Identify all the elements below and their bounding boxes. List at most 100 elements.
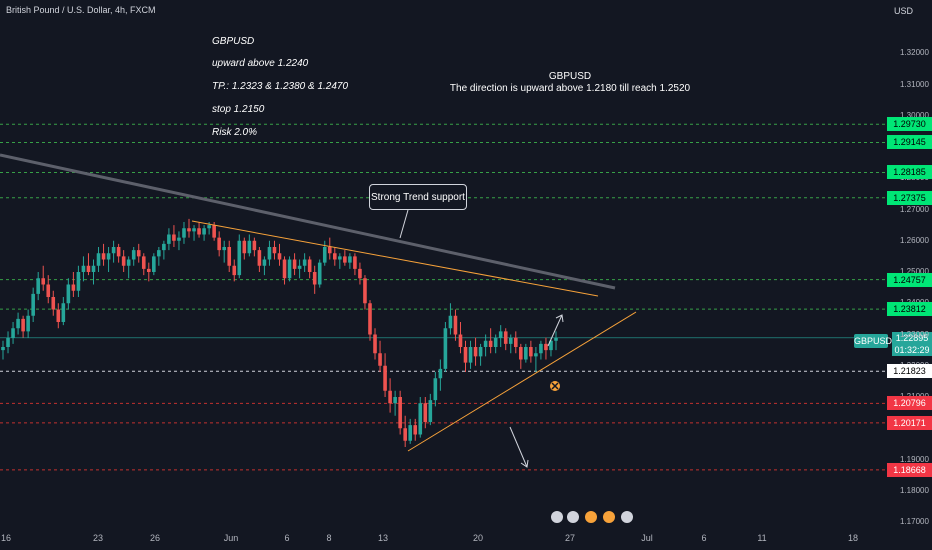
y-tick-label: 1.32000 <box>900 48 929 58</box>
price-level-lines <box>0 123 887 471</box>
candle <box>106 247 111 272</box>
flag-us-icon[interactable] <box>585 511 597 523</box>
close-marker-x <box>551 382 559 390</box>
major-trendline[interactable] <box>0 153 616 290</box>
x-tick-label: Jun <box>223 533 239 543</box>
candle <box>232 259 237 282</box>
price-level-label: 1.20171 <box>887 415 932 430</box>
candle <box>126 256 131 279</box>
y-tick-label: 1.23000 <box>900 329 929 339</box>
candle <box>368 300 372 341</box>
candle <box>529 340 533 363</box>
candle <box>423 397 428 429</box>
candle <box>182 222 186 244</box>
candle <box>498 325 503 347</box>
candle <box>116 243 121 263</box>
candle <box>443 322 448 372</box>
candle <box>217 231 221 257</box>
note-line: stop 1.2150 <box>212 104 265 115</box>
candle <box>448 303 453 335</box>
x-tick-label: 16 <box>0 533 12 543</box>
candle <box>348 253 352 269</box>
candle <box>267 240 272 266</box>
x-tick-label: 6 <box>701 533 707 543</box>
x-tick-label: 6 <box>284 533 290 543</box>
candle <box>428 393 433 426</box>
price-level-label: 1.21823 <box>887 364 932 379</box>
candle <box>373 328 377 360</box>
candle <box>398 390 402 435</box>
candle <box>121 250 126 272</box>
x-tick-label: 8 <box>326 533 332 543</box>
candle <box>237 234 242 279</box>
note-line: TP.: 1.2323 & 1.2380 & 1.2470 <box>212 81 349 92</box>
candle <box>418 397 423 438</box>
x-tick-label: 13 <box>377 533 389 543</box>
candle <box>282 256 287 285</box>
candle <box>76 265 81 297</box>
candle <box>353 253 357 276</box>
candle <box>338 253 342 269</box>
candle <box>463 340 468 372</box>
candle <box>31 287 35 322</box>
y-tick-label: 1.30000 <box>900 110 929 120</box>
candle <box>277 243 282 266</box>
candle <box>26 309 30 338</box>
arrow-up-icon[interactable] <box>547 314 564 347</box>
candle <box>61 297 66 326</box>
flag-us-icon[interactable] <box>551 511 563 523</box>
candle <box>408 418 413 444</box>
candle <box>433 372 438 407</box>
lower-triangle-line[interactable] <box>407 311 637 452</box>
flag-us-icon[interactable] <box>621 511 633 523</box>
candle <box>358 262 362 285</box>
candle <box>222 240 226 263</box>
candle <box>242 237 247 260</box>
arrow-down-icon[interactable] <box>509 426 529 468</box>
candle <box>333 247 337 266</box>
price-level-label: 1.29730 <box>887 117 932 132</box>
candle <box>81 256 86 282</box>
candle <box>483 334 488 357</box>
price-level-label: 1.24757 <box>887 272 932 287</box>
candle <box>96 247 101 272</box>
candle <box>6 331 10 354</box>
candle <box>192 225 196 241</box>
candle <box>41 265 46 291</box>
candle <box>257 247 262 272</box>
callout-box[interactable]: Strong Trend support <box>369 184 467 210</box>
candle <box>327 237 332 260</box>
y-tick-label: 1.27000 <box>900 204 929 214</box>
candle <box>111 240 116 263</box>
candle <box>252 237 257 257</box>
candle <box>393 390 397 416</box>
y-tick-label: 1.26000 <box>900 235 929 245</box>
candle <box>36 272 40 301</box>
candle <box>519 343 523 369</box>
x-tick-label: 23 <box>92 533 104 543</box>
candle <box>177 231 181 251</box>
flag-us-icon[interactable] <box>567 511 579 523</box>
event-icons <box>551 511 633 523</box>
candle <box>1 340 5 360</box>
callout-pointer <box>399 209 409 239</box>
candle <box>554 331 558 351</box>
y-tick-label: 1.17000 <box>900 517 929 526</box>
note-line: upward above 1.2240 <box>212 58 309 69</box>
y-tick-label: 1.18000 <box>900 485 929 495</box>
last-price-badge: 1.22895 01:32:29 <box>892 332 932 356</box>
candle <box>56 303 61 329</box>
flag-us-icon[interactable] <box>603 511 615 523</box>
candle <box>468 340 473 369</box>
candle <box>403 415 407 447</box>
candle <box>46 275 51 304</box>
price-level-label: 1.23812 <box>887 302 932 317</box>
candle <box>227 240 232 272</box>
candle <box>86 253 91 276</box>
candle <box>378 340 382 372</box>
x-tick-label: 20 <box>472 533 484 543</box>
candle <box>302 253 307 272</box>
center-note-text: The direction is upward above 1.2180 til… <box>449 83 691 94</box>
upper-triangle-line[interactable] <box>191 220 599 297</box>
